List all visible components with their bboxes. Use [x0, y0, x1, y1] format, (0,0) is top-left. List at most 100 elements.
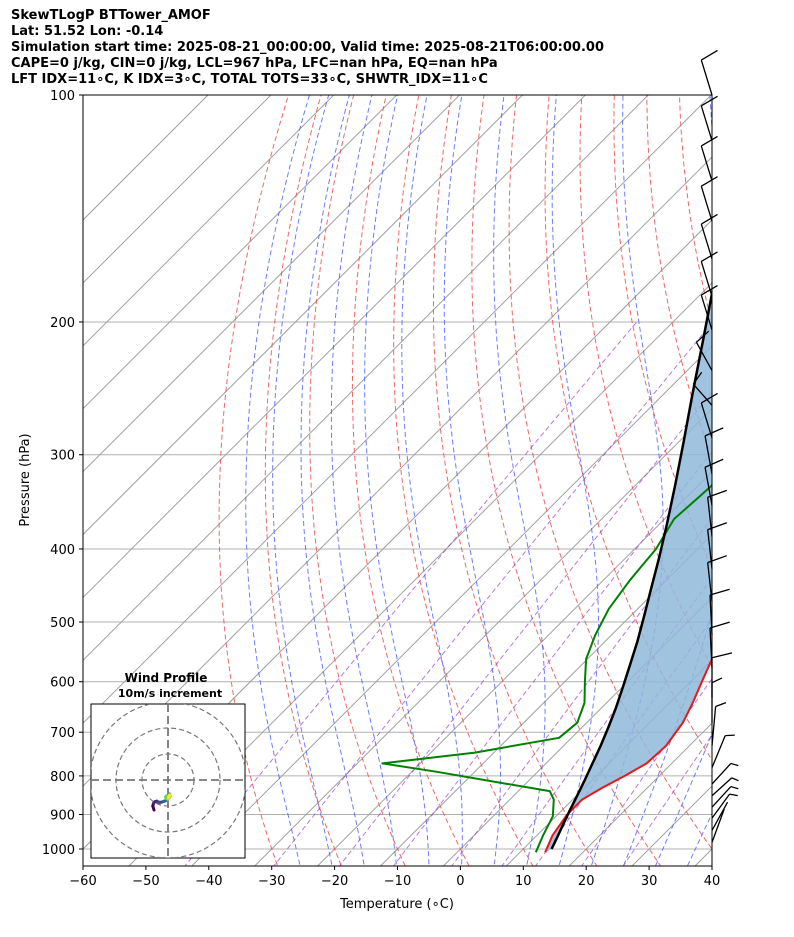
- wind-barb-staff: [709, 594, 713, 635]
- dry-adiabat: [351, 95, 470, 866]
- wind-barb-staff: [704, 467, 713, 506]
- wind-barb: [711, 762, 739, 785]
- y-tick-label: 400: [50, 543, 75, 558]
- wind-barb-flag: [700, 213, 718, 225]
- wind-barb-staff: [711, 793, 731, 819]
- wind-barb-flag: [692, 371, 703, 385]
- wind-barbs: [692, 49, 739, 843]
- y-tick-label: 300: [50, 449, 75, 464]
- wind-barb-staff: [711, 762, 732, 785]
- wind-barb: [700, 95, 718, 141]
- mixing-ratio-line: [273, 322, 712, 866]
- chart-header: SkewTLogP BTTower_AMOF Lat: 51.52 Lon: -…: [11, 8, 604, 88]
- wind-barb-staff: [700, 402, 713, 439]
- wind-barb-staff: [700, 105, 713, 141]
- dry-adiabat: [579, 95, 712, 668]
- moist-adiabat: [443, 95, 502, 866]
- dry-adiabat: [544, 95, 712, 761]
- x-tick-label: −20: [321, 874, 348, 889]
- wind-barb-flag: [711, 677, 723, 684]
- wind-barb: [695, 330, 713, 371]
- isotherm: [83, 95, 398, 410]
- x-tick-label: 20: [578, 874, 595, 889]
- mixing-ratio-line: [392, 450, 712, 866]
- moist-adiabat: [245, 95, 311, 866]
- moist-adiabat: [401, 95, 463, 866]
- wind-barb-flag: [700, 251, 718, 263]
- wind-barb-flag: [700, 135, 718, 147]
- wind-barb: [707, 489, 727, 537]
- y-tick-label: 700: [50, 726, 75, 741]
- temperature-line: [544, 656, 712, 853]
- hodograph-segment: [166, 794, 171, 800]
- wind-barb: [711, 734, 735, 768]
- wind-barb-staff: [700, 186, 713, 222]
- isotherm: [191, 345, 712, 866]
- wind-barb-flag: [700, 49, 718, 61]
- wind-barb: [700, 135, 718, 182]
- isotherm: [83, 95, 335, 347]
- dry-adiabat: [742, 61, 794, 881]
- wind-barb-staff: [711, 706, 717, 747]
- isotherm: [316, 470, 712, 866]
- wind-barb-staff: [700, 294, 713, 331]
- cape-cin-area: [545, 293, 712, 853]
- wind-barb: [709, 621, 730, 668]
- wind-barb: [700, 392, 718, 439]
- wind-barb: [711, 793, 738, 819]
- isotherm: [128, 282, 712, 866]
- indices-line-2: LFT IDX=11∘C, K IDX=3∘C, TOTAL TOTS=33∘C…: [11, 72, 488, 87]
- moist-adiabat: [300, 95, 365, 866]
- wind-barb: [711, 785, 739, 808]
- mixing-ratio-line: [622, 734, 712, 866]
- wind-barb-staff: [707, 529, 713, 569]
- wind-barb: [711, 702, 727, 747]
- x-tick-label: 0: [456, 874, 464, 889]
- wind-barb-flag: [715, 702, 727, 708]
- wind-barb-flag: [700, 284, 718, 296]
- wind-barb: [709, 588, 730, 635]
- wind-barb-staff: [700, 261, 713, 297]
- moist-adiabat: [364, 95, 430, 866]
- moist-adiabat: [272, 95, 333, 866]
- isotherm: [83, 95, 209, 221]
- wind-barb-flag: [730, 762, 739, 767]
- isotherm: [83, 95, 272, 284]
- isotherm: [83, 95, 461, 473]
- isotherm: [83, 95, 587, 599]
- x-tick-label: 10: [515, 874, 532, 889]
- wind-barb-flag: [725, 734, 735, 737]
- x-tick-label: −50: [132, 874, 159, 889]
- dewpoint-line: [381, 483, 712, 853]
- wind-barb-staff: [711, 735, 726, 768]
- isotherm: [83, 95, 650, 662]
- hodograph-plot: [91, 704, 245, 858]
- wind-barb-staff: [700, 59, 713, 96]
- wind-barb: [711, 677, 723, 723]
- y-tick-label: 1000: [42, 843, 75, 858]
- chart-title: SkewTLogP BTTower_AMOF: [11, 8, 211, 23]
- wind-barb-flag: [704, 427, 724, 437]
- wind-barb: [692, 371, 713, 406]
- dry-adiabat: [646, 95, 712, 458]
- hodograph: Wind Profile 10m/s increment: [90, 671, 246, 859]
- wind-barb-flag: [707, 555, 727, 564]
- x-tick-label: −30: [258, 874, 285, 889]
- moist-adiabat: [654, 732, 712, 866]
- wind-barb-staff: [711, 808, 725, 843]
- mixing-ratio-line: [581, 677, 712, 866]
- hodograph-subtitle: 10m/s increment: [118, 687, 222, 700]
- wind-barb: [711, 652, 733, 698]
- indices-line-1: CAPE=0 j/kg, CIN=0 j/kg, LCL=967 hPa, LF…: [11, 56, 498, 71]
- isotherm: [253, 407, 712, 866]
- mixing-ratio-line: [184, 321, 638, 866]
- wind-barb: [704, 427, 724, 474]
- hodograph-title: Wind Profile: [125, 671, 208, 685]
- moist-adiabat: [330, 95, 398, 866]
- wind-barb-staff: [711, 801, 729, 831]
- wind-barb-flag: [700, 392, 718, 404]
- wind-barb: [707, 522, 727, 569]
- location-line: Lat: 51.52 Lon: -0.14: [11, 24, 164, 39]
- x-axis-label: Temperature (∘C): [339, 897, 454, 912]
- wind-barb: [711, 777, 739, 797]
